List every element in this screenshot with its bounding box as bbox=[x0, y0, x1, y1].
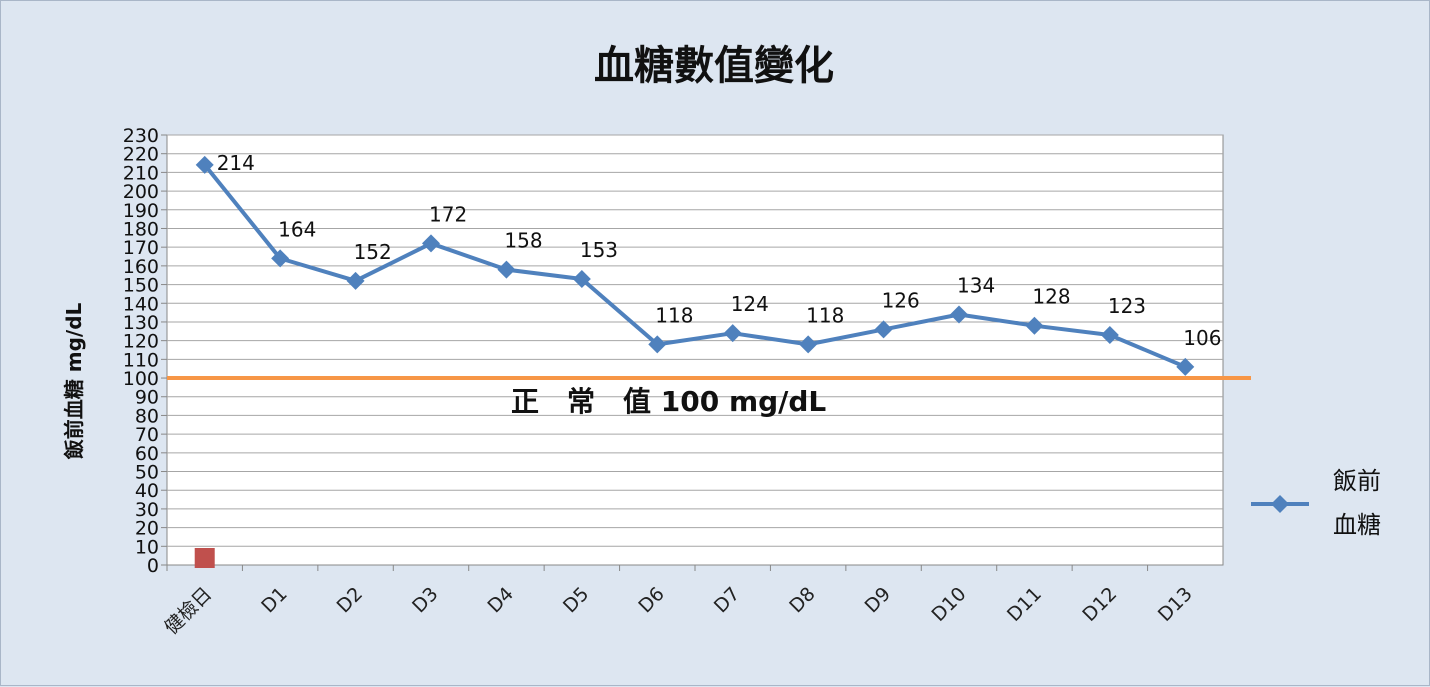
data-point bbox=[799, 335, 818, 354]
y-tick-label: 220 bbox=[123, 144, 159, 166]
legend: 飯前血糖 bbox=[1251, 467, 1381, 539]
x-tick-label: D13 bbox=[1154, 583, 1197, 626]
data-label: 214 bbox=[217, 151, 255, 175]
data-point bbox=[723, 324, 742, 343]
y-tick-label: 110 bbox=[123, 349, 159, 371]
y-tick-label: 100 bbox=[123, 368, 159, 390]
y-tick-label: 130 bbox=[123, 312, 159, 334]
data-point bbox=[1025, 316, 1044, 335]
data-label: 118 bbox=[806, 303, 844, 327]
chart-title: 血糖數值變化 bbox=[594, 43, 834, 89]
x-tick-label: D5 bbox=[559, 583, 593, 617]
y-tick-label: 40 bbox=[135, 480, 159, 502]
x-tick-label: D8 bbox=[785, 583, 819, 617]
data-label: 124 bbox=[731, 292, 769, 316]
y-tick-label: 150 bbox=[123, 275, 159, 297]
x-tick-label: D10 bbox=[928, 583, 971, 626]
y-axis-ticks: 0102030405060708090100110120130140150160… bbox=[123, 125, 167, 577]
data-label: 134 bbox=[957, 273, 995, 297]
y-tick-label: 60 bbox=[135, 443, 159, 465]
series-line bbox=[203, 163, 1187, 369]
reference-line-label: 正 常 值 100 mg/dL bbox=[511, 385, 826, 418]
x-tick-label: D11 bbox=[1003, 583, 1046, 626]
y-tick-label: 50 bbox=[135, 462, 159, 484]
data-point bbox=[874, 320, 893, 339]
legend-label: 血糖 bbox=[1333, 511, 1381, 539]
x-tick-label: D3 bbox=[408, 583, 442, 617]
data-label: 128 bbox=[1032, 285, 1070, 309]
y-tick-label: 10 bbox=[135, 536, 159, 558]
plot-area bbox=[166, 134, 1224, 566]
y-tick-label: 180 bbox=[123, 218, 159, 240]
x-tick-label: D4 bbox=[484, 583, 518, 617]
data-point bbox=[346, 271, 365, 290]
data-label: 153 bbox=[580, 238, 618, 262]
legend-label: 飯前 bbox=[1333, 467, 1381, 495]
data-label: 172 bbox=[429, 202, 467, 226]
series-group: 214 164 152 172 158 153 118 124 118 126 134 128 123 1… bbox=[194, 151, 1221, 568]
data-point bbox=[950, 305, 968, 324]
x-tick-label: D7 bbox=[710, 583, 744, 617]
y-tick-label: 210 bbox=[123, 162, 159, 184]
data-point bbox=[648, 335, 667, 354]
data-label: 164 bbox=[278, 217, 316, 241]
data-point bbox=[422, 234, 440, 253]
data-label: 118 bbox=[655, 303, 693, 327]
x-tick-label: D9 bbox=[861, 583, 895, 617]
y-tick-label: 90 bbox=[135, 387, 159, 409]
data-point bbox=[1176, 357, 1195, 376]
x-tick-label: D12 bbox=[1078, 583, 1121, 626]
y-tick-label: 20 bbox=[135, 518, 159, 540]
y-tick-label: 140 bbox=[123, 293, 159, 315]
y-tick-label: 70 bbox=[135, 424, 159, 446]
data-label: 126 bbox=[882, 288, 920, 312]
data-point bbox=[572, 269, 591, 288]
grid bbox=[166, 134, 1224, 566]
x-tick-label: 健檢日 bbox=[160, 583, 216, 639]
reference-line-group: 正 常 值 100 mg/dL bbox=[167, 376, 1251, 418]
x-tick-label: D1 bbox=[257, 583, 291, 617]
data-label: 152 bbox=[354, 240, 392, 264]
y-tick-label: 170 bbox=[123, 237, 159, 259]
y-tick-label: 80 bbox=[135, 405, 159, 427]
data-point bbox=[1100, 326, 1119, 345]
x-tick-label: D2 bbox=[333, 583, 367, 617]
data-label: 106 bbox=[1183, 326, 1221, 350]
y-tick-label: 30 bbox=[135, 499, 159, 521]
x-axis-ticks: 健檢日 D1 D2 D3 D4 D5 D6 D7 D8 D9 D10 D11 D12 D13 bbox=[160, 565, 1197, 639]
x-tick-label: D6 bbox=[634, 583, 668, 617]
y-tick-label: 200 bbox=[123, 181, 159, 203]
data-point bbox=[195, 155, 214, 174]
data-point bbox=[497, 260, 516, 279]
y-tick-label: 120 bbox=[123, 331, 159, 353]
y-tick-label: 230 bbox=[123, 125, 159, 147]
y-tick-label: 0 bbox=[147, 555, 159, 577]
y-tick-label: 160 bbox=[123, 256, 159, 278]
legend-marker bbox=[1271, 495, 1289, 513]
y-tick-label: 190 bbox=[123, 200, 159, 222]
data-label: 158 bbox=[504, 229, 542, 253]
marker-square bbox=[194, 548, 215, 568]
y-axis-label: 飯前血糖 mg/dL bbox=[62, 303, 86, 461]
data-label: 123 bbox=[1108, 294, 1146, 318]
data-point bbox=[271, 249, 290, 268]
